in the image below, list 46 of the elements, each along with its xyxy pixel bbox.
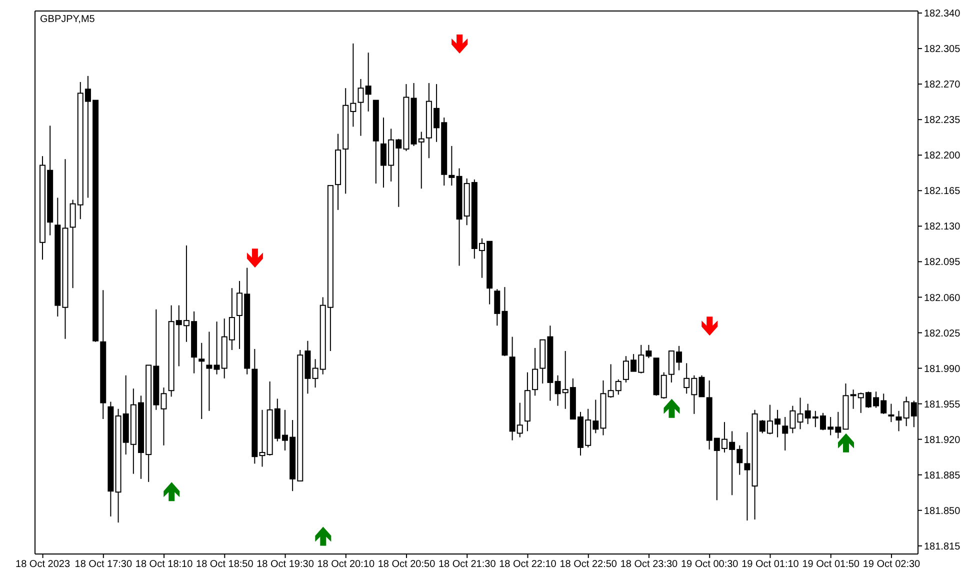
candlestick <box>206 331 212 412</box>
chart-title: GBPJPY,M5 <box>40 14 95 25</box>
x-tick-label: 18 Oct 22:50 <box>560 559 618 570</box>
candlestick <box>532 347 538 396</box>
x-tick-label: 18 Oct 22:10 <box>499 559 557 570</box>
y-tick-label: 182.130 <box>924 222 961 233</box>
y-tick-label: 182.095 <box>924 257 961 268</box>
candlestick <box>448 145 455 186</box>
x-tick-label: 18 Oct 19:30 <box>256 559 314 570</box>
x-tick-label: 19 Oct 01:10 <box>742 559 800 570</box>
y-tick-label: 181.990 <box>924 364 961 375</box>
y-tick-label: 182.060 <box>924 292 961 304</box>
y-tick-label: 181.920 <box>924 434 961 446</box>
x-tick-label: 18 Oct 23:30 <box>620 559 678 570</box>
y-tick-label: 181.850 <box>924 506 961 517</box>
candlestick <box>698 374 705 398</box>
y-tick-label: 181.955 <box>924 399 961 410</box>
candlestick <box>198 342 205 420</box>
y-tick-label: 181.815 <box>924 541 961 552</box>
point <box>315 526 332 546</box>
y-tick-label: 182.235 <box>924 115 961 126</box>
point <box>164 482 180 502</box>
point <box>664 398 680 418</box>
y-tick-label: 182.025 <box>924 328 961 340</box>
point <box>702 316 718 336</box>
y-tick-label: 182.165 <box>924 186 961 198</box>
x-tick-label: 18 Oct 2023 <box>16 559 70 570</box>
point <box>838 433 854 452</box>
x-tick-label: 18 Oct 18:50 <box>196 559 254 570</box>
x-tick-label: 19 Oct 00:30 <box>680 559 739 570</box>
x-tick-label: 19 Oct 02:30 <box>862 559 921 570</box>
x-tick-label: 18 Oct 17:30 <box>74 559 132 570</box>
candlestick <box>744 432 750 522</box>
y-tick-label: 182.270 <box>924 80 961 91</box>
x-tick-label: 18 Oct 18:10 <box>135 559 194 570</box>
y-tick-label: 182.305 <box>924 44 961 56</box>
x-tick-label: 18 Oct 20:50 <box>378 559 436 570</box>
x-tick-label: 19 Oct 01:50 <box>802 559 860 570</box>
x-tick-label: 18 Oct 21:30 <box>438 559 496 570</box>
y-tick-label: 182.200 <box>924 150 961 162</box>
x-tick-label: 18 Oct 20:10 <box>317 559 375 570</box>
candlestick <box>888 403 894 423</box>
point <box>452 34 468 54</box>
y-tick-label: 182.340 <box>924 8 961 20</box>
point <box>246 248 263 268</box>
y-tick-label: 181.885 <box>924 470 961 482</box>
